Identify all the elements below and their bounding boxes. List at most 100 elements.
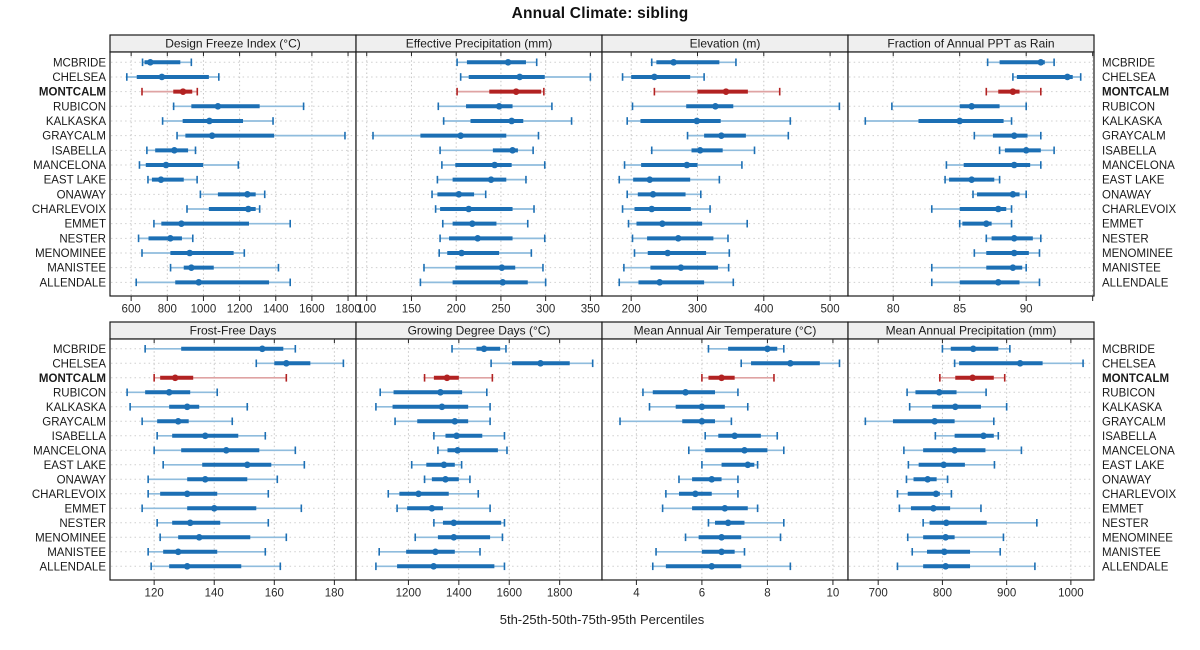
median-dot <box>930 505 937 512</box>
median-dot <box>495 103 503 110</box>
site-label-right-nester: NESTER <box>1102 233 1149 245</box>
median-dot <box>162 161 170 169</box>
site-label-left-kalkaska: KALKASKA <box>46 402 106 414</box>
percentile-row-onaway <box>199 190 266 199</box>
percentile-row-graycalm <box>372 131 540 140</box>
median-dot <box>487 176 495 183</box>
site-label-left-graycalm: GRAYCALM <box>42 131 106 143</box>
percentile-row-isabella <box>704 432 779 440</box>
median-dot <box>171 374 179 382</box>
site-label-right-manistee: MANISTEE <box>1102 547 1161 559</box>
percentile-row-allendale <box>930 278 1041 287</box>
percentile-row-charlevoix <box>930 205 1013 213</box>
site-label-right-manistee: MANISTEE <box>1102 263 1161 275</box>
median-dot <box>158 73 166 81</box>
site-label-left-onaway: ONAWAY <box>57 474 107 486</box>
percentile-row-mancelona <box>441 161 546 169</box>
median-dot <box>951 447 958 454</box>
axis-tick-label: 90 <box>1020 304 1033 316</box>
percentile-row-chelsea <box>1012 73 1082 81</box>
median-dot <box>206 117 213 125</box>
axis-tick-label: 100 <box>357 304 376 316</box>
median-dot <box>980 432 987 440</box>
median-dot <box>718 132 725 139</box>
percentile-row-charlevoix <box>434 205 535 213</box>
median-dot <box>941 548 948 556</box>
median-dot <box>491 161 498 169</box>
median-dot <box>244 205 252 213</box>
median-dot <box>1064 73 1071 81</box>
median-dot <box>718 534 725 541</box>
percentile-row-onaway <box>423 475 471 484</box>
percentiles-caption: 5th-25th-50th-75th-95th Percentiles <box>499 612 705 627</box>
median-dot <box>451 418 459 425</box>
median-dot <box>504 59 512 66</box>
median-dot <box>982 220 990 227</box>
panel-elevation: Elevation (m) 200 300 400 500 <box>601 34 849 316</box>
percentile-row-charlevoix <box>186 205 261 213</box>
site-label-right-charlevoix: CHARLEVOIX <box>1102 489 1176 501</box>
percentile-row-emmet <box>627 219 749 228</box>
percentile-row-isabella <box>439 146 534 155</box>
median-dot <box>1009 264 1017 271</box>
percentile-row-manistee <box>169 263 280 272</box>
panel-strip-title: Mean Annual Precipitation (mm) <box>886 324 1057 338</box>
median-dot <box>731 432 738 440</box>
site-label-left-chelsea: CHELSEA <box>52 358 106 370</box>
percentile-row-allendale <box>150 562 282 571</box>
site-label-right-menominee: MENOMINEE <box>1102 248 1173 260</box>
panel-effective-precipitation: Effective Precipitation (mm) 100 150 200 250… <box>355 34 603 316</box>
percentile-row-graycalm <box>973 131 1042 140</box>
percentile-row-manistee <box>623 263 730 272</box>
site-label-left-mancelona: MANCELONA <box>33 160 106 172</box>
percentile-row-east-lake <box>944 175 1001 184</box>
percentile-row-rubicon <box>172 102 305 111</box>
percentile-row-mancelona <box>903 446 1023 455</box>
site-label-left-mcbride: MCBRIDE <box>53 344 106 356</box>
median-dot <box>708 476 716 483</box>
median-dot <box>692 490 699 498</box>
median-dot <box>787 360 794 367</box>
percentile-row-east-lake <box>436 175 527 184</box>
median-dot <box>499 279 507 286</box>
site-label-right-chelsea: CHELSEA <box>1102 358 1156 370</box>
median-dot <box>1010 161 1018 169</box>
percentile-row-graycalm <box>141 417 234 426</box>
median-dot <box>443 374 451 382</box>
axis-tick-label: 700 <box>869 588 888 600</box>
percentile-row-chelsea <box>621 73 705 81</box>
percentile-row-mcbride <box>986 58 1055 67</box>
panel-strip-title: Frost-Free Days <box>190 324 277 338</box>
median-dot <box>208 132 216 139</box>
median-dot <box>1009 191 1017 198</box>
site-label-right-mcbride: MCBRIDE <box>1102 57 1155 69</box>
percentile-row-kalkaska <box>442 117 573 125</box>
site-label-left-graycalm: GRAYCALM <box>42 416 106 428</box>
axis-tick-label: 1000 <box>191 304 217 316</box>
median-dot <box>1022 147 1030 154</box>
percentile-row-manistee <box>147 548 267 556</box>
axis-tick-label: 140 <box>205 588 224 600</box>
percentile-row-onaway <box>905 475 949 484</box>
percentile-row-graycalm <box>619 417 733 426</box>
percentile-row-rubicon <box>906 388 987 397</box>
percentile-row-east-lake <box>162 461 306 469</box>
percentile-row-montcalm <box>985 87 1042 96</box>
site-label-left-menominee: MENOMINEE <box>35 248 106 260</box>
axis-tick-label: 1600 <box>299 304 325 316</box>
percentile-row-nester <box>433 519 506 527</box>
axis-tick-label: 180 <box>325 588 344 600</box>
percentile-row-emmet <box>958 219 1013 228</box>
median-dot <box>201 476 209 483</box>
percentile-row-graycalm <box>394 417 491 426</box>
percentile-row-menominee <box>973 249 1041 257</box>
site-label-right-charlevoix: CHARLEVOIX <box>1102 204 1176 216</box>
median-dot <box>659 220 666 227</box>
percentile-row-mcbride <box>650 58 737 67</box>
median-dot <box>179 88 187 95</box>
panel-frost-free-days: Frost-Free Days 120 140 160 180 <box>109 321 357 600</box>
site-label-left-manistee: MANISTEE <box>47 547 106 559</box>
site-label-left-charlevoix: CHARLEVOIX <box>32 489 106 501</box>
percentile-row-menominee <box>684 533 782 542</box>
